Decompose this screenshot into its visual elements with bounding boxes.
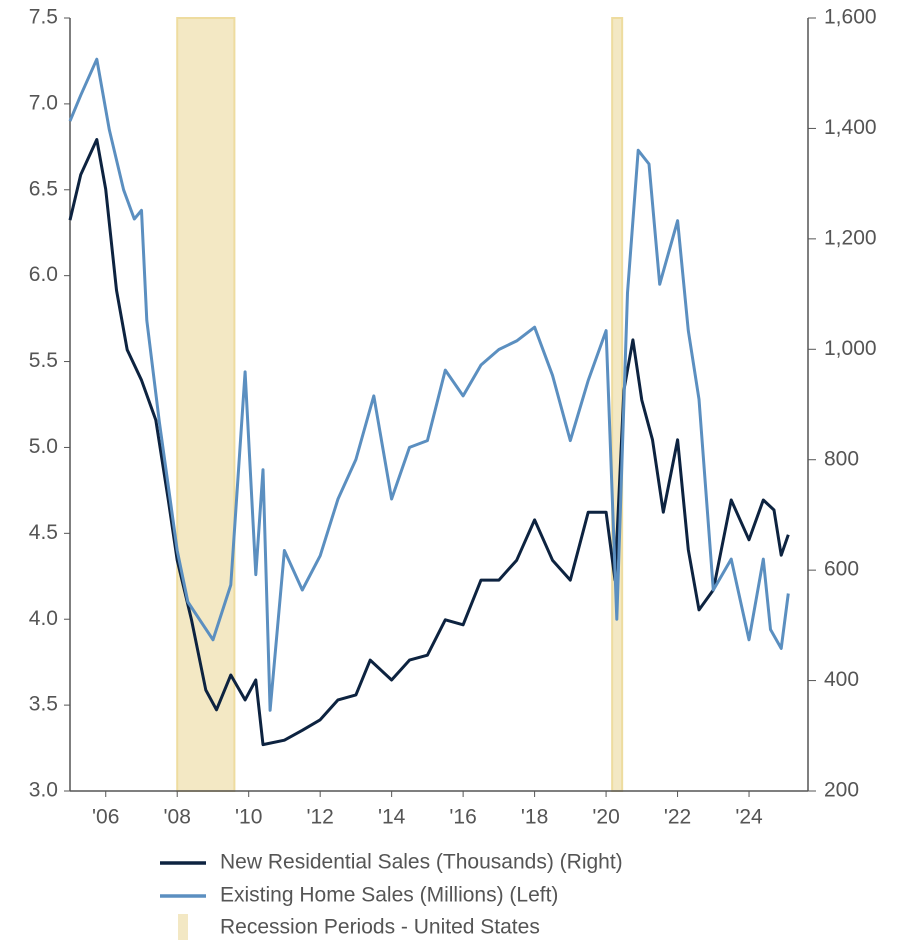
series-line bbox=[68, 57, 790, 712]
legend-label: Existing Home Sales (Millions) (Left) bbox=[220, 884, 558, 907]
y-tick-label: 4.0 bbox=[29, 607, 58, 630]
recession-band bbox=[176, 17, 236, 792]
x-tick-label: '18 bbox=[521, 806, 548, 829]
y2-tick-label: 800 bbox=[824, 447, 859, 470]
x-tick-label: '22 bbox=[664, 806, 691, 829]
y-tick-label: 3.0 bbox=[29, 779, 58, 802]
y-tick-label: 6.5 bbox=[29, 177, 58, 200]
y2-tick-label: 1,200 bbox=[824, 226, 877, 249]
y2-tick-label: 1,600 bbox=[824, 6, 877, 29]
y2-tick-label: 400 bbox=[824, 668, 859, 691]
y2-tick-label: 200 bbox=[824, 779, 859, 802]
y2-tick-label: 1,400 bbox=[824, 116, 877, 139]
y-tick-label: 7.5 bbox=[29, 6, 58, 29]
x-tick-label: '06 bbox=[92, 806, 119, 829]
x-tick-label: '08 bbox=[164, 806, 191, 829]
recession-band bbox=[611, 17, 624, 792]
y-tick-label: 6.0 bbox=[29, 263, 58, 286]
y-tick-label: 4.5 bbox=[29, 521, 58, 544]
x-tick-label: '12 bbox=[306, 806, 333, 829]
y-tick-label: 5.0 bbox=[29, 435, 58, 458]
x-tick-label: '10 bbox=[235, 806, 262, 829]
y-tick-label: 3.5 bbox=[29, 693, 58, 716]
y-tick-label: 5.5 bbox=[29, 349, 58, 372]
legend-label: New Residential Sales (Thousands) (Right… bbox=[220, 851, 623, 874]
x-tick-label: '16 bbox=[449, 806, 476, 829]
x-tick-label: '24 bbox=[735, 806, 763, 829]
legend-label: Recession Periods - United States bbox=[220, 916, 540, 939]
y2-tick-label: 600 bbox=[824, 558, 859, 581]
y-tick-label: 7.0 bbox=[29, 91, 58, 114]
series-line bbox=[68, 138, 790, 747]
legend-swatch bbox=[178, 914, 188, 940]
x-tick-label: '20 bbox=[592, 806, 619, 829]
y2-tick-label: 1,000 bbox=[824, 337, 877, 360]
x-tick-label: '14 bbox=[378, 806, 406, 829]
